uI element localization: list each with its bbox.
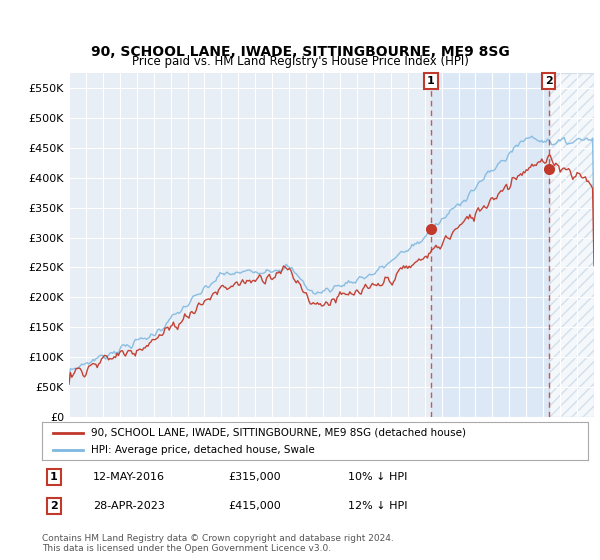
Bar [431, 73, 549, 417]
Text: 90, SCHOOL LANE, IWADE, SITTINGBOURNE, ME9 8SG (detached house): 90, SCHOOL LANE, IWADE, SITTINGBOURNE, M… [91, 428, 466, 438]
Bar [549, 73, 594, 417]
Text: 28-APR-2023: 28-APR-2023 [93, 501, 165, 511]
Text: £415,000: £415,000 [228, 501, 281, 511]
Text: £315,000: £315,000 [228, 472, 281, 482]
Text: 10% ↓ HPI: 10% ↓ HPI [348, 472, 407, 482]
Text: 12-MAY-2016: 12-MAY-2016 [93, 472, 165, 482]
Text: 2: 2 [545, 76, 553, 86]
Bar [549, 73, 594, 417]
Text: 1: 1 [50, 472, 58, 482]
Text: 90, SCHOOL LANE, IWADE, SITTINGBOURNE, ME9 8SG: 90, SCHOOL LANE, IWADE, SITTINGBOURNE, M… [91, 45, 509, 59]
Text: Price paid vs. HM Land Registry's House Price Index (HPI): Price paid vs. HM Land Registry's House … [131, 55, 469, 68]
Text: 1: 1 [427, 76, 435, 86]
Text: HPI: Average price, detached house, Swale: HPI: Average price, detached house, Swal… [91, 445, 315, 455]
Text: 2: 2 [50, 501, 58, 511]
Text: Contains HM Land Registry data © Crown copyright and database right 2024.
This d: Contains HM Land Registry data © Crown c… [42, 534, 394, 553]
Text: 12% ↓ HPI: 12% ↓ HPI [348, 501, 407, 511]
